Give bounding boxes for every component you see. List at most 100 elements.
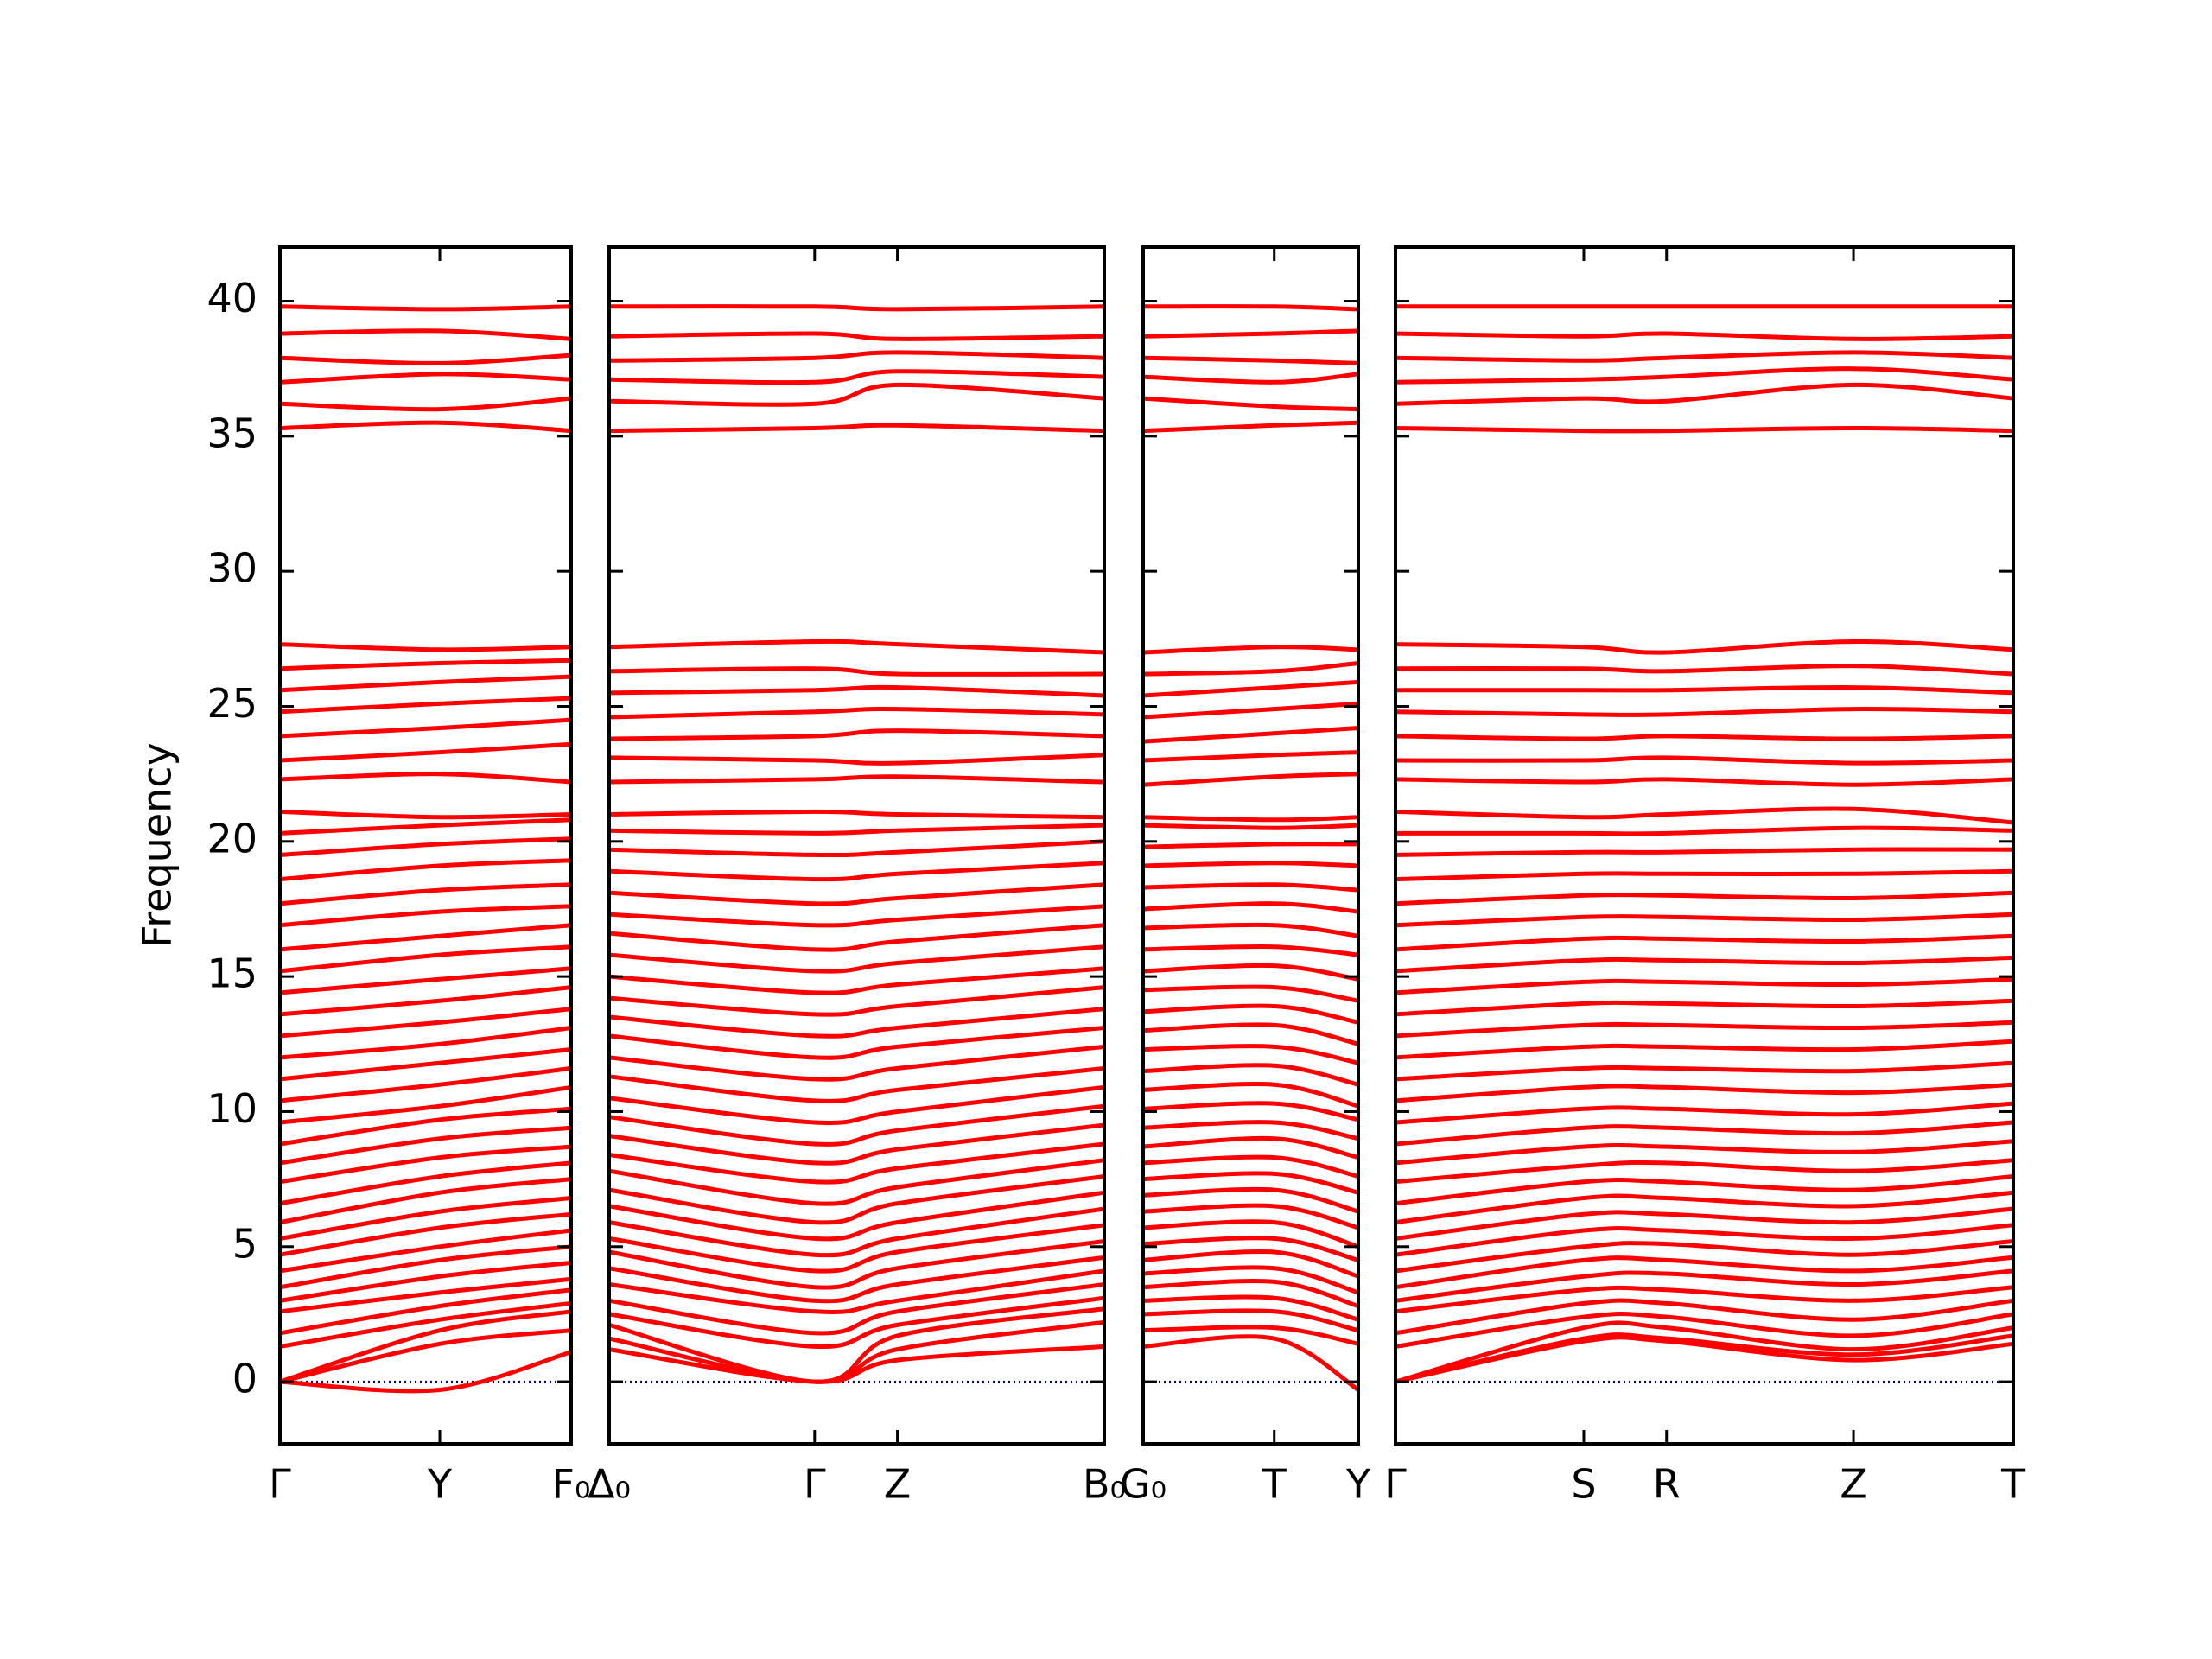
x-tick-label: Γ xyxy=(1384,1461,1407,1508)
band-line xyxy=(1142,882,1359,893)
band-line xyxy=(608,1158,1105,1206)
band-line xyxy=(608,904,1105,928)
band-line xyxy=(1142,901,1359,914)
band-line xyxy=(1142,1279,1359,1309)
band-line xyxy=(1142,372,1359,385)
band-line xyxy=(1395,1239,2014,1274)
band-line xyxy=(1142,1082,1359,1109)
band-line xyxy=(1395,1158,2014,1185)
panel-frame xyxy=(278,245,573,1446)
band-line xyxy=(1142,963,1359,982)
panel-frame xyxy=(607,245,1106,1446)
band-line xyxy=(1142,823,1359,830)
band-line xyxy=(279,1125,572,1166)
band-line xyxy=(1142,420,1359,434)
x-tick-label: Z xyxy=(884,1461,912,1508)
band-line xyxy=(279,1244,572,1290)
band-line xyxy=(1395,847,2014,857)
band-line xyxy=(608,1344,1105,1384)
band-line xyxy=(279,923,572,952)
band-line xyxy=(1142,1171,1359,1195)
band-line xyxy=(1142,1249,1359,1279)
band-line xyxy=(608,985,1105,1017)
band-line xyxy=(279,741,572,763)
band-line xyxy=(279,944,572,974)
band-line xyxy=(1395,639,2014,655)
band-line xyxy=(279,1287,572,1336)
band-line xyxy=(608,1141,1105,1185)
band-line xyxy=(1395,912,2014,928)
band-line xyxy=(1395,1190,2014,1225)
band-line xyxy=(1142,1236,1359,1262)
band-line xyxy=(1142,750,1359,763)
band-line xyxy=(1142,661,1359,677)
band-line xyxy=(1395,933,2014,952)
band-line xyxy=(1395,890,2014,906)
band-line xyxy=(608,684,1105,698)
band-line xyxy=(1142,984,1359,1003)
panel-frame xyxy=(1394,245,2015,1446)
band-line xyxy=(1395,707,2014,717)
band-line xyxy=(1142,1003,1359,1025)
band-line xyxy=(279,353,572,365)
band-line xyxy=(1395,755,2014,766)
band-line xyxy=(1395,1298,2014,1336)
x-tick-label: Γ xyxy=(804,1461,826,1508)
y-tick-label: 25 xyxy=(207,680,257,727)
band-line xyxy=(279,1047,572,1082)
band-line xyxy=(1142,355,1359,365)
y-tick-label: 5 xyxy=(232,1220,257,1267)
band-line xyxy=(1142,1308,1359,1333)
band-line xyxy=(1395,777,2014,787)
band-line xyxy=(1395,1206,2014,1241)
band-line xyxy=(608,1044,1105,1082)
band-line xyxy=(608,1084,1105,1125)
x-tick-label: T xyxy=(2000,1461,2026,1508)
band-line xyxy=(279,882,572,906)
x-tick-label: Γ xyxy=(269,1461,291,1508)
x-tick-label: Y xyxy=(1345,1461,1371,1508)
band-line xyxy=(279,328,572,341)
y-tick-label: 20 xyxy=(207,815,257,861)
band-line xyxy=(608,861,1105,882)
x-tick-label: G₀ xyxy=(1120,1461,1166,1508)
band-line xyxy=(608,823,1105,836)
band-line xyxy=(1395,825,2014,836)
band-line xyxy=(1395,1039,2014,1060)
band-line xyxy=(608,666,1105,677)
band-line xyxy=(1142,1101,1359,1122)
band-line xyxy=(279,1065,572,1103)
band-line xyxy=(1395,1139,2014,1166)
band-line xyxy=(1142,1265,1359,1295)
band-line xyxy=(1142,1186,1359,1214)
band-line xyxy=(1142,1022,1359,1046)
band-line xyxy=(279,420,572,434)
band-line xyxy=(608,882,1105,906)
band-line xyxy=(1395,1268,2014,1303)
band-line xyxy=(279,1350,572,1394)
band-line xyxy=(608,1026,1105,1060)
band-line xyxy=(608,1065,1105,1103)
band-line xyxy=(1395,350,2014,363)
band-line xyxy=(279,674,572,693)
band-line xyxy=(279,1328,572,1384)
band-line xyxy=(279,1211,572,1257)
band-line xyxy=(279,904,572,928)
band-line xyxy=(1142,944,1359,957)
band-line xyxy=(279,304,572,312)
band-line xyxy=(1142,645,1359,655)
band-line xyxy=(1142,1135,1359,1160)
y-tick-label: 30 xyxy=(207,545,257,592)
band-line xyxy=(608,1122,1105,1166)
band-line xyxy=(608,1190,1105,1242)
band-line xyxy=(1142,304,1359,312)
band-line xyxy=(279,772,572,785)
band-line xyxy=(1142,772,1359,787)
band-line xyxy=(279,696,572,715)
band-line xyxy=(608,839,1105,858)
x-tick-label: R xyxy=(1653,1461,1681,1508)
band-line xyxy=(608,304,1105,312)
band-line xyxy=(1395,1020,2014,1039)
band-line xyxy=(1142,922,1359,938)
band-line xyxy=(608,923,1105,952)
